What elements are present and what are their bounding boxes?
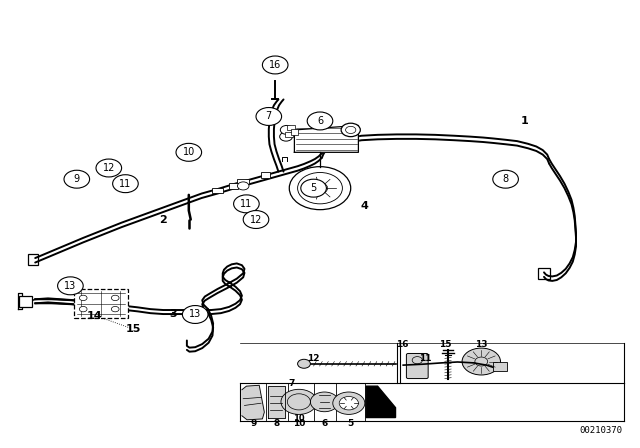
Text: 1: 1 <box>521 116 529 126</box>
Polygon shape <box>242 385 264 420</box>
Text: 7: 7 <box>266 112 272 121</box>
Text: 12: 12 <box>307 354 320 363</box>
Circle shape <box>262 56 288 74</box>
Bar <box>229 183 238 189</box>
Text: 16: 16 <box>396 340 408 349</box>
Circle shape <box>79 295 87 301</box>
Text: 5: 5 <box>310 183 317 193</box>
Circle shape <box>182 306 208 323</box>
Bar <box>212 188 223 193</box>
Circle shape <box>111 306 119 312</box>
Bar <box>287 125 295 130</box>
Text: 12: 12 <box>102 163 115 173</box>
Text: 2: 2 <box>159 215 167 224</box>
Bar <box>285 132 293 137</box>
Polygon shape <box>268 386 285 418</box>
Circle shape <box>341 123 360 137</box>
Circle shape <box>111 295 119 301</box>
Circle shape <box>280 132 292 141</box>
Circle shape <box>64 170 90 188</box>
Text: 5: 5 <box>347 419 353 428</box>
Circle shape <box>281 389 317 414</box>
Text: 11: 11 <box>119 179 132 189</box>
Text: 4: 4 <box>361 201 369 211</box>
Circle shape <box>256 108 282 125</box>
Bar <box>28 254 38 265</box>
Circle shape <box>307 112 333 130</box>
Circle shape <box>301 179 326 197</box>
Bar <box>19 296 32 307</box>
Polygon shape <box>294 125 358 152</box>
Text: 13: 13 <box>189 310 202 319</box>
Text: 15: 15 <box>438 340 451 349</box>
Text: 6: 6 <box>321 419 328 428</box>
Circle shape <box>234 195 259 213</box>
Circle shape <box>280 125 293 134</box>
Bar <box>237 179 249 184</box>
Text: 10: 10 <box>182 147 195 157</box>
Text: 13: 13 <box>64 281 77 291</box>
Text: 11: 11 <box>240 199 253 209</box>
Circle shape <box>298 359 310 368</box>
Text: 15: 15 <box>125 324 141 334</box>
Circle shape <box>96 159 122 177</box>
Text: 11: 11 <box>419 354 432 363</box>
Text: 16: 16 <box>269 60 282 70</box>
Text: 12: 12 <box>250 215 262 224</box>
Text: 6: 6 <box>317 116 323 126</box>
Polygon shape <box>366 386 396 418</box>
Bar <box>74 289 128 318</box>
Circle shape <box>243 211 269 228</box>
Text: 8: 8 <box>502 174 509 184</box>
Text: 10: 10 <box>292 419 305 428</box>
Circle shape <box>79 306 87 312</box>
Circle shape <box>113 175 138 193</box>
Text: 13: 13 <box>475 340 488 349</box>
Circle shape <box>493 170 518 188</box>
Bar <box>291 129 298 135</box>
Text: 10: 10 <box>293 414 305 423</box>
Bar <box>493 362 507 371</box>
Circle shape <box>58 277 83 295</box>
Text: 14: 14 <box>87 311 102 321</box>
FancyBboxPatch shape <box>406 353 428 379</box>
Text: 7: 7 <box>288 379 294 388</box>
Circle shape <box>289 167 351 210</box>
Text: 8: 8 <box>274 419 280 428</box>
Circle shape <box>237 182 249 190</box>
Circle shape <box>339 396 358 410</box>
Circle shape <box>310 392 339 412</box>
Circle shape <box>333 392 365 414</box>
Circle shape <box>462 348 500 375</box>
Bar <box>538 268 550 279</box>
Circle shape <box>176 143 202 161</box>
Text: 3: 3 <box>169 310 177 319</box>
Bar <box>261 172 270 178</box>
Text: 00210370: 00210370 <box>579 426 622 435</box>
Text: 9: 9 <box>250 419 257 428</box>
Text: 9: 9 <box>74 174 80 184</box>
